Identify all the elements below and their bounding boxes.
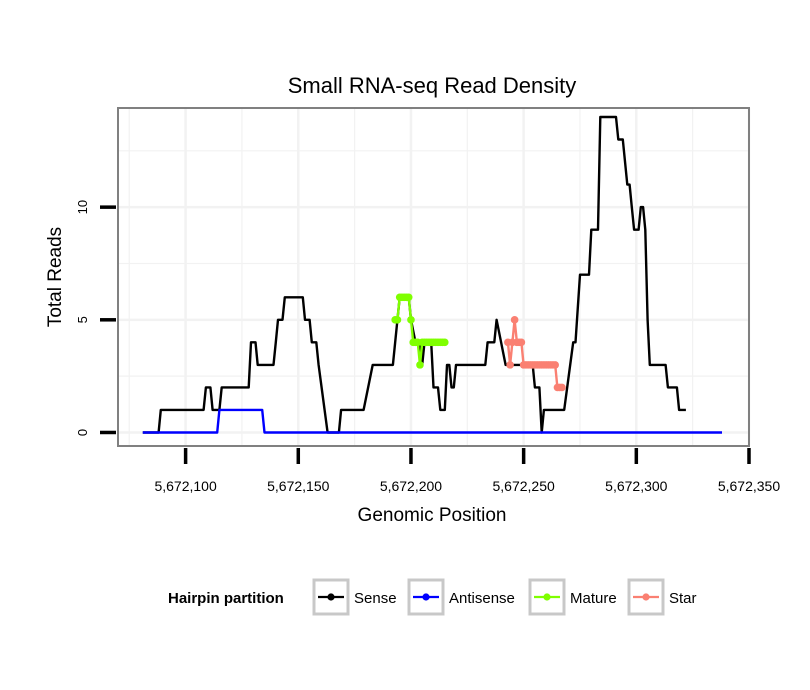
- x-axis-title: Genomic Position: [358, 505, 507, 526]
- y-axis: 0 5 10: [75, 200, 116, 436]
- x-tick-label: 5,672,150: [267, 478, 329, 494]
- series-layer: [142, 115, 722, 434]
- legend: Hairpin partition Sense Antisense Mature St…: [168, 578, 697, 616]
- legend-label-mature: Mature: [570, 590, 617, 607]
- x-tick-label: 5,672,100: [154, 478, 216, 494]
- legend-key-point: [327, 593, 335, 601]
- x-tick-label: 5,672,300: [605, 478, 667, 494]
- data-point-mature: [393, 316, 402, 324]
- legend-item-sense: Sense: [312, 578, 397, 616]
- data-point-star: [517, 338, 526, 347]
- series-line-sense: [142, 115, 686, 434]
- plot-background: [118, 108, 749, 446]
- plot-border: [117, 107, 750, 447]
- chart-title: Small RNA-seq Read Density: [288, 73, 577, 98]
- legend-label-sense: Sense: [354, 590, 397, 607]
- y-tick-label: 0: [75, 429, 90, 436]
- legend-item-star: Star: [627, 578, 697, 616]
- legend-label-star: Star: [669, 590, 697, 607]
- legend-item-antisense: Antisense: [407, 578, 515, 616]
- data-point-mature: [404, 293, 413, 302]
- x-tick-label: 5,672,250: [492, 478, 554, 494]
- y-axis-title: Total Reads: [45, 227, 66, 327]
- data-point-mature: [416, 361, 424, 369]
- data-point-star: [551, 361, 559, 369]
- legend-label-antisense: Antisense: [449, 590, 515, 607]
- y-tick-label: 5: [75, 316, 90, 323]
- legend-key-point: [543, 593, 551, 601]
- data-point-star: [510, 316, 519, 324]
- legend-item-mature: Mature: [528, 578, 617, 616]
- plot-panel: [117, 107, 751, 447]
- series-line-antisense: [142, 408, 722, 434]
- legend-title: Hairpin partition: [168, 590, 284, 607]
- y-tick-label: 10: [75, 200, 90, 214]
- data-point-star: [506, 361, 514, 369]
- x-tick-label: 5,672,200: [380, 478, 442, 494]
- legend-key-point: [642, 593, 650, 601]
- x-tick-label: 5,672,350: [718, 478, 780, 494]
- data-point-star: [558, 383, 566, 392]
- legend-key-point: [422, 593, 430, 601]
- x-axis: 5,672,100 5,672,150 5,672,200 5,672,250 5,67…: [154, 448, 780, 494]
- data-point-mature: [407, 316, 415, 324]
- data-point-mature: [440, 338, 449, 347]
